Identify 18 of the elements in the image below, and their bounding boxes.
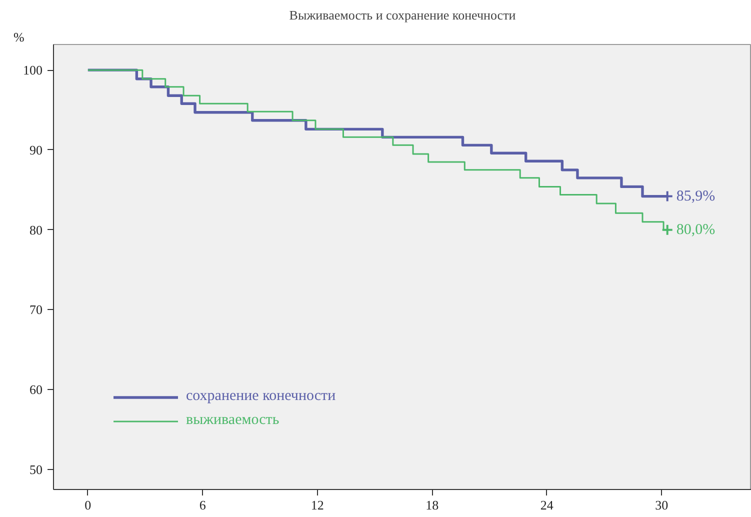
y-tick-label: 80 [30,222,42,238]
x-tick-label: 18 [426,498,439,512]
annotation: 80,0% [676,222,716,238]
x-tick-label: 6 [199,498,206,512]
y-tick-label: 50 [30,462,42,478]
legend-label: сохранение конечности [186,388,336,405]
y-tick-label: 100 [23,62,42,78]
y-axis-title: % [14,30,24,44]
chart-title: Выживаемость и сохранение конечности [289,8,516,22]
y-tick-label: 70 [30,302,42,318]
legend-label: выживаемость [186,412,280,429]
annotation: 85,9% [676,188,716,204]
x-tick-label: 0 [84,498,92,512]
x-tick-label: 12 [310,498,324,512]
x-tick-label: 24 [540,498,554,512]
x-tick-label: 30 [655,498,668,512]
y-tick-label: 60 [30,382,42,398]
y-tick-label: 90 [30,142,42,158]
